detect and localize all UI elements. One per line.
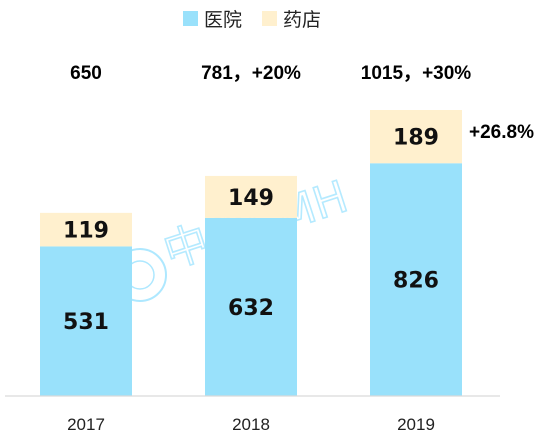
legend-swatch-hospital: [183, 11, 198, 26]
value-label-hospital-2019: 826: [393, 269, 439, 294]
x-tick-label-2019: 2019: [397, 415, 435, 434]
total-label-2018: 781，+20%: [201, 63, 301, 84]
value-label-pharmacy-2018: 149: [228, 186, 274, 211]
bar-pharmacy-2017: [40, 212, 132, 247]
bar-pharmacy-2019: [370, 110, 462, 164]
value-label-hospital-2017: 531: [63, 310, 109, 335]
x-tick-label-2017: 2017: [67, 415, 105, 434]
bar-hospital-2019: [370, 163, 462, 396]
total-label-2017: 650: [70, 63, 102, 84]
bar-hospital-2017: [40, 246, 132, 396]
value-label-pharmacy-2017: 119: [63, 219, 109, 244]
value-label-hospital-2018: 632: [228, 296, 274, 321]
x-axis-ticks: 2017 2018 2019: [67, 415, 435, 434]
bars: 531 119 632 149 826 189: [40, 110, 462, 396]
legend-swatch-pharmacy: [262, 11, 277, 26]
legend-label-pharmacy: 药店: [283, 9, 321, 31]
legend-label-hospital: 医院: [204, 9, 242, 31]
value-label-pharmacy-2019: 189: [393, 126, 439, 151]
bar-hospital-2018: [205, 217, 297, 396]
totals-row: 650 781，+20% 1015，+30%: [70, 63, 471, 84]
growth-annotation-2019: +26.8%: [469, 122, 534, 143]
total-label-2019: 1015，+30%: [361, 63, 471, 84]
bar-pharmacy-2018: [205, 175, 297, 218]
legend: 医院 药店: [183, 9, 321, 31]
x-tick-label-2018: 2018: [232, 415, 270, 434]
